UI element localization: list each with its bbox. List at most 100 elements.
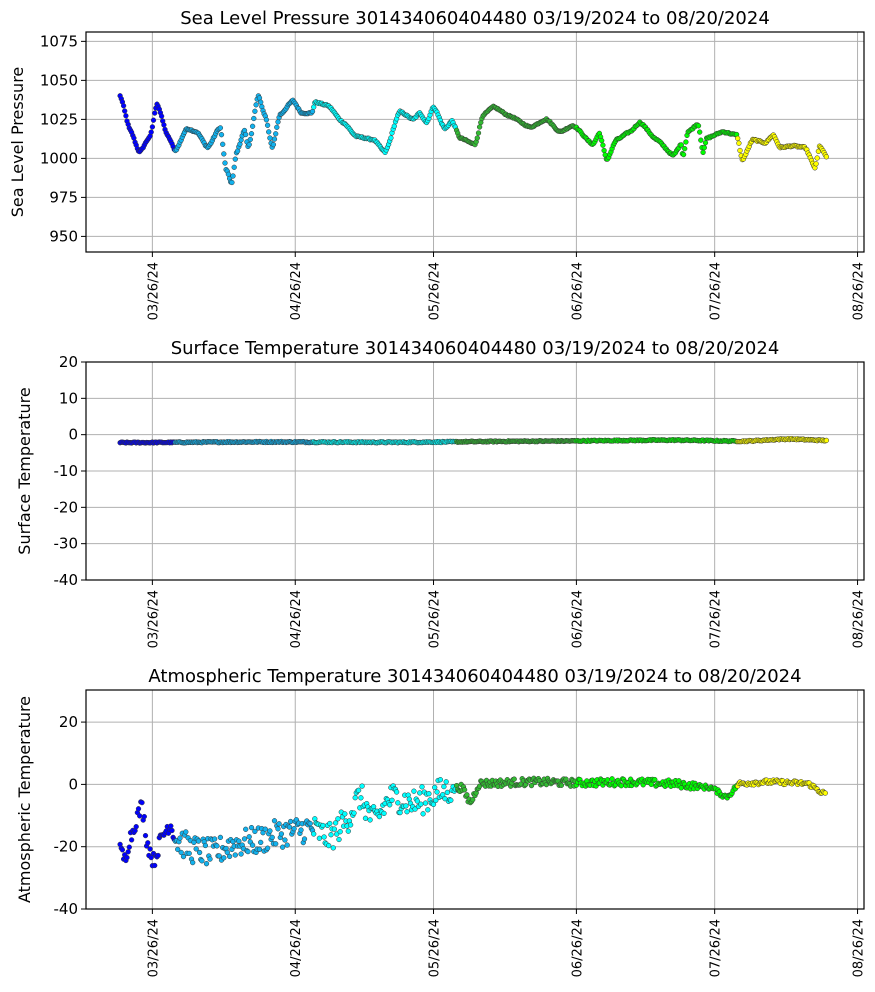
data-point — [141, 813, 147, 820]
data-point — [278, 831, 285, 837]
data-point — [135, 806, 142, 812]
data-point — [175, 846, 181, 853]
data-point — [813, 161, 819, 167]
data-point — [702, 140, 709, 146]
data-point — [321, 834, 327, 840]
data-point — [418, 801, 424, 807]
data-point — [695, 123, 702, 129]
data-point — [309, 108, 316, 115]
y-axis-label: Sea Level Pressure — [8, 67, 27, 218]
chart-title: Surface Temperature 301434060404480 03/1… — [171, 338, 780, 359]
data-point — [133, 824, 139, 830]
data-point — [123, 113, 129, 119]
x-tick-label: 05/26/24 — [428, 590, 443, 648]
x-tick-label: 05/26/24 — [428, 262, 443, 320]
data-point — [311, 104, 317, 110]
data-point — [441, 783, 447, 790]
data-point — [258, 839, 264, 846]
surface-temperature-subplot: 03/26/24 04/26/24 05/26/24 06/26/24 07/26/24… — [15, 338, 867, 648]
chart-title: Sea Level Pressure 301434060404480 03/19… — [180, 8, 770, 29]
data-point — [528, 782, 535, 789]
data-point — [150, 117, 157, 123]
x-tick-label: 06/26/24 — [570, 262, 585, 320]
data-point — [252, 828, 258, 835]
y-axis-label: Surface Temperature — [15, 387, 34, 554]
data-point — [358, 795, 364, 801]
y-tick-label: 20 — [59, 353, 78, 371]
data-point — [252, 108, 258, 114]
data-point — [271, 818, 278, 824]
data-point — [351, 810, 357, 816]
data-point — [648, 781, 654, 788]
data-point — [391, 123, 397, 129]
data-point — [422, 800, 429, 806]
data-point — [273, 841, 279, 847]
data-point — [426, 791, 432, 797]
x-tick-label: 07/26/24 — [709, 590, 724, 648]
data-point — [271, 136, 278, 142]
data-point — [243, 131, 249, 138]
data-point — [440, 792, 446, 798]
data-point — [389, 797, 395, 803]
data-point — [331, 826, 338, 832]
data-point — [737, 147, 743, 154]
data-point — [273, 131, 279, 137]
data-point — [243, 826, 249, 832]
data-point — [301, 836, 308, 842]
x-tick-label: 03/26/24 — [146, 590, 161, 648]
data-point — [698, 137, 704, 143]
data-point — [393, 789, 400, 795]
data-point — [682, 146, 688, 152]
sea-level-pressure-subplot: 03/26/24 04/26/24 05/26/24 06/26/24 07/26/24… — [8, 8, 867, 320]
data-point — [222, 160, 228, 166]
data-point — [355, 787, 362, 793]
data-point — [599, 137, 605, 144]
data-point — [823, 437, 830, 444]
y-tick-label: -20 — [54, 838, 79, 856]
data-point — [145, 840, 151, 846]
data-point — [337, 829, 343, 835]
data-point — [245, 848, 251, 855]
data-point — [275, 119, 281, 125]
axes-frame — [85, 361, 865, 581]
data-point — [147, 846, 153, 852]
atmospheric-temperature-subplot: 03/26/24 04/26/24 05/26/24 06/26/24 07/26/24… — [15, 666, 867, 977]
y-tick-label: -30 — [54, 535, 79, 553]
data-point — [326, 842, 332, 849]
data-point — [678, 142, 684, 148]
data-point — [347, 822, 354, 828]
data-point — [270, 141, 277, 148]
data-point — [120, 103, 127, 109]
data-point — [263, 117, 270, 123]
y-tick-label: 20 — [59, 713, 78, 731]
data-point — [232, 852, 238, 858]
x-tick-label: 08/26/24 — [852, 590, 867, 648]
data-point — [177, 835, 183, 841]
data-point — [700, 149, 706, 156]
data-point — [328, 832, 334, 838]
data-point — [432, 784, 438, 791]
data-point — [376, 813, 383, 820]
data-point — [207, 856, 213, 862]
data-point — [221, 855, 227, 861]
data-point — [680, 151, 687, 158]
data-point — [464, 792, 470, 798]
data-point — [161, 122, 167, 128]
data-point — [266, 129, 272, 135]
data-point — [697, 129, 703, 135]
data-point — [601, 147, 607, 154]
data-point — [217, 834, 224, 841]
y-tick-label: 1000 — [40, 149, 78, 167]
data-point — [251, 115, 257, 122]
data-point — [249, 123, 256, 129]
data-point — [221, 151, 227, 157]
data-point — [258, 99, 264, 105]
data-point — [414, 798, 421, 804]
x-tick-label: 03/26/24 — [146, 262, 161, 320]
data-point — [419, 784, 425, 790]
y-axis-label: Atmospheric Temperature — [15, 696, 34, 903]
y-tick-label: 1025 — [40, 110, 78, 128]
data-point — [822, 790, 828, 796]
x-tick-label: 03/26/24 — [146, 919, 161, 977]
data-point — [226, 853, 233, 860]
